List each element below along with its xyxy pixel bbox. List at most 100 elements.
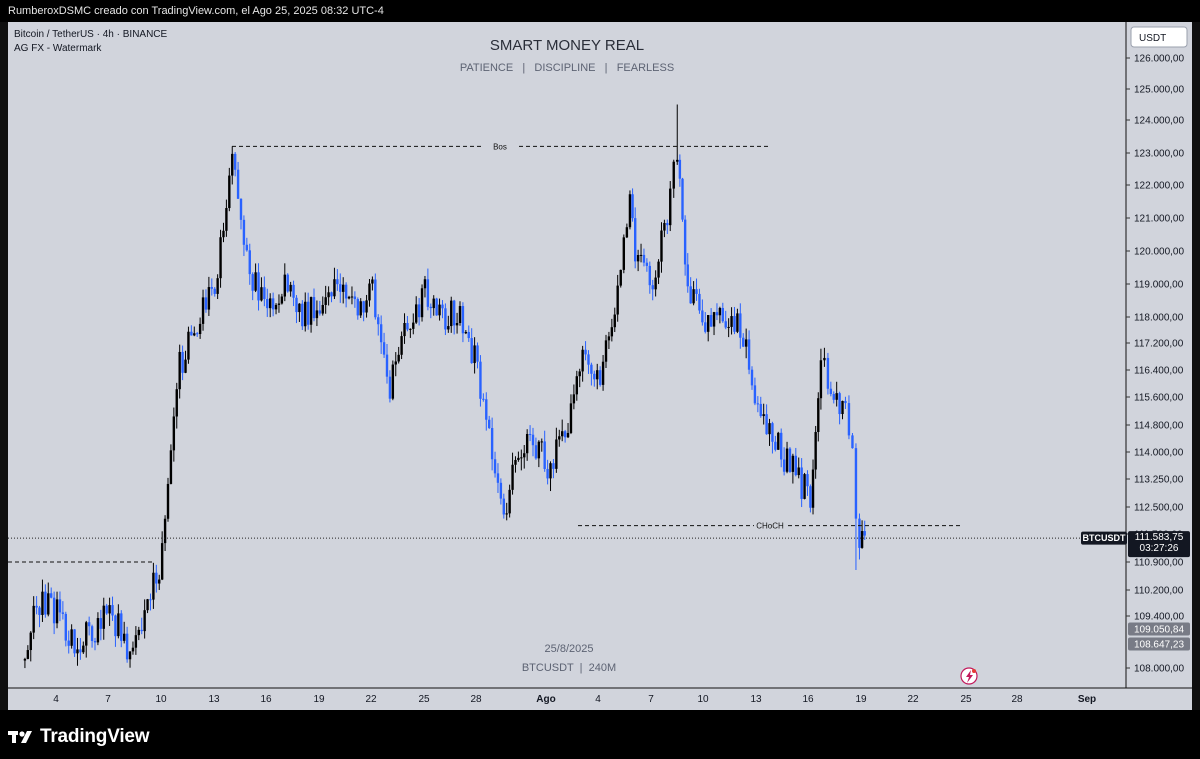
price-tick-label: 123.000,00 [1134,149,1184,160]
candle-body [508,489,511,514]
candle-body [128,651,132,660]
candle-body [747,339,751,370]
candle-body [210,287,213,289]
price-tick-label: 126.000,00 [1134,54,1184,65]
candle-body [289,284,292,292]
symbol-legend[interactable]: Bitcoin / TetherUS · 4h · BINANCE [14,29,168,40]
candle-body [563,431,567,438]
candle-body [863,531,866,536]
candle-body [736,313,739,332]
candle-body [315,310,319,319]
candle-body [187,331,190,360]
candle-body [309,297,313,325]
tradingview-logo[interactable]: TradingView [8,726,150,748]
candle-body [587,354,590,365]
candle-body [201,297,205,324]
candle-body [193,333,196,336]
price-axis[interactable] [1126,22,1192,688]
candle-body [120,613,123,641]
candle-body [566,432,570,438]
currency-button[interactable] [1130,26,1188,48]
candle-body [158,579,161,584]
candle-body [394,361,397,365]
candle-body [727,326,730,328]
candle-body [239,198,243,220]
candle-body [695,289,698,294]
candle-body [666,222,669,226]
level-tags: 109.050,84 108.647,23 [1128,622,1190,651]
candle-body [330,292,333,297]
candle-body [429,306,432,309]
candle-body [225,208,228,231]
candle-body [41,591,44,615]
candle-body [809,486,812,508]
time-tick-label: 10 [697,694,709,705]
candle-body [388,376,392,399]
candle-body [382,342,386,355]
candle-body [169,450,173,484]
candle-body [32,605,35,633]
candle-body [704,322,707,332]
candle-body [851,435,854,449]
candles-layer [23,104,866,669]
indicator-legend[interactable]: AG FX - Watermark [14,43,102,54]
candle-body [464,331,468,334]
candle-body [572,394,576,404]
candle-body [558,436,561,440]
price-tick-label: 125.000,00 [1134,85,1184,96]
candle-body [432,298,435,309]
candle-body [730,316,733,327]
time-tick-label: 4 [595,694,601,705]
candle-body [811,469,815,508]
structure-label: Bos [493,142,507,151]
candle-body [537,441,541,459]
candle-body [707,315,710,332]
candle-body [155,572,158,584]
candle-body [733,316,736,332]
candle-body [750,369,754,386]
time-tick-label: 4 [53,694,59,705]
candle-body [607,336,611,341]
candle-body [759,403,762,417]
candle-body [339,284,342,292]
candle-body [231,153,234,176]
candle-body [823,357,826,361]
candle-body [601,361,605,385]
candle-body [280,296,284,304]
candle-body [651,285,654,290]
time-tick-label: 7 [105,694,111,705]
candle-body [803,474,806,499]
price-tick-label: 112.500,00 [1134,503,1184,514]
candle-body [426,279,430,307]
candle-body [140,629,143,632]
candle-body [681,178,684,220]
candle-body [528,434,532,436]
tradingview-logo-icon [8,731,32,743]
candle-body [447,326,450,330]
candle-body [82,645,85,653]
candle-body [38,607,41,615]
candle-body [406,322,409,330]
candle-body [683,219,687,265]
current-price-tag[interactable]: BTCUSDT 111.583,75 03:27:26 [1081,531,1190,558]
candle-body [44,591,47,615]
price-tick-label: 114.800,00 [1134,421,1184,432]
candle-body [546,468,549,479]
candle-body [61,612,65,614]
candle-body [295,297,298,313]
lightning-icon[interactable] [960,667,978,685]
candle-body [412,322,415,329]
candle-body [152,572,155,600]
candle-body [496,473,500,483]
candle-body [619,269,622,286]
candle-body [841,400,844,415]
level-tag [1128,622,1190,636]
candle-body [184,359,187,373]
candle-body [377,317,380,325]
candle-body [362,301,365,313]
candle-body [826,357,830,389]
candle-body [70,629,73,646]
price-tick-label: 116.400,00 [1134,366,1184,377]
candle-body [143,610,146,632]
